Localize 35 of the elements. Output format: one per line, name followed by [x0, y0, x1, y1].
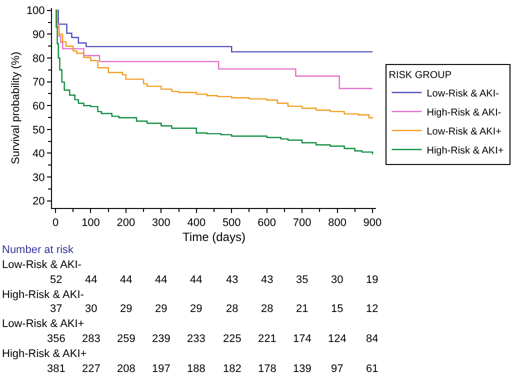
- y-tick-label: 90: [32, 29, 45, 42]
- legend-title: RISK GROUP: [388, 70, 452, 81]
- y-tick-label: 100: [26, 5, 45, 18]
- y-tick-label: 20: [32, 196, 45, 208]
- y-tick-label: 60: [32, 100, 45, 112]
- x-tick-label: 900: [363, 217, 382, 230]
- text: High-Risk & AKI-: [2, 289, 84, 301]
- x-tick-label: 100: [82, 217, 100, 230]
- x-tick-label: 800: [328, 217, 346, 230]
- legend-label: Low-Risk & AKI+: [426, 126, 502, 138]
- y-tick-label: 80: [32, 52, 45, 65]
- x-tick-label: 700: [292, 217, 312, 230]
- x-tick-label: 600: [258, 217, 276, 230]
- text: 381 227 208 197 188 182 178 139 97 61: [47, 363, 378, 375]
- legend-label: Low-Risk & AKI-: [426, 88, 499, 100]
- y-tick-label: 40: [32, 148, 45, 160]
- x-tick-label: 200: [116, 217, 136, 230]
- y-tick-label: 30: [32, 172, 45, 184]
- x-tick-label: 0: [52, 217, 59, 230]
- x-axis-title: Time (days): [182, 230, 246, 244]
- text: Low-Risk & AKI-: [2, 259, 82, 271]
- x-tick-label: 300: [152, 217, 170, 230]
- y-tick-label: 70: [32, 76, 45, 89]
- legend-label: High-Risk & AKI+: [426, 145, 504, 156]
- text: 356 283 259 239 233 225 221 174 124 84: [47, 333, 378, 345]
- text: Low-Risk & AKI+: [2, 318, 84, 330]
- y-axis-title: Survival probability (%): [10, 52, 22, 164]
- y-tick-label: 50: [32, 124, 45, 136]
- text: High-Risk & AKI+: [2, 348, 87, 360]
- legend-label: High-Risk & AKI-: [426, 107, 502, 118]
- text: 37 30 29 29 29 28 28 21 15 12: [50, 303, 378, 315]
- x-tick-label: 500: [222, 217, 241, 230]
- text: Number at risk: [2, 244, 74, 256]
- text: 52 44 44 44 44 43 43 35 30 19: [50, 274, 378, 286]
- x-tick-label: 400: [187, 217, 206, 230]
